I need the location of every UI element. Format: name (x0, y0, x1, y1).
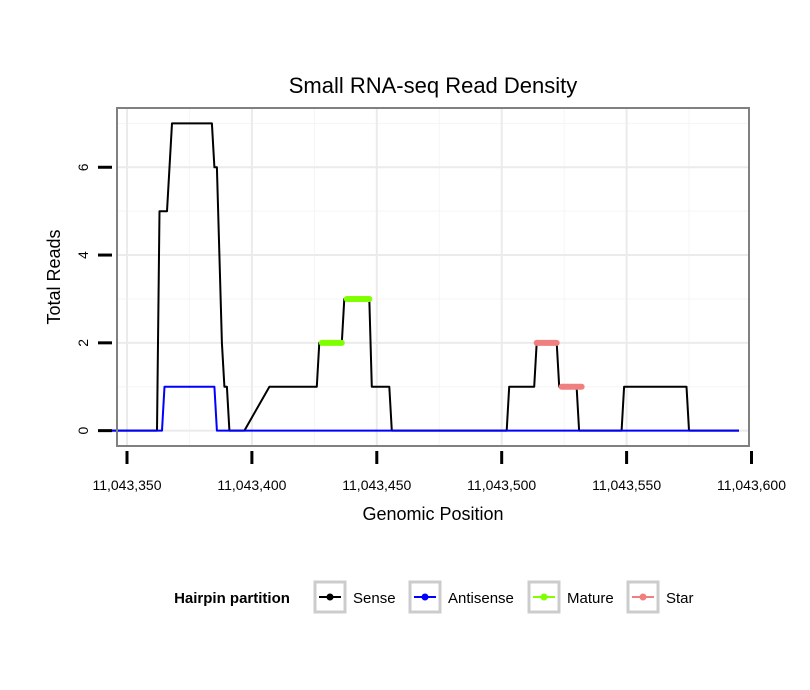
legend-label-antisense: Antisense (448, 590, 514, 607)
legend-label-mature: Mature (567, 590, 614, 607)
chart-title: Small RNA-seq Read Density (289, 73, 578, 98)
legend-dot-mature (540, 593, 548, 601)
legend: Hairpin partition Sense Antisense Mature St… (174, 580, 694, 614)
axes: 11,043,350 11,043,400 11,043,450 11,043,500… (75, 163, 786, 493)
legend-dot-sense (326, 593, 334, 601)
y-tick-label: 0 (75, 426, 91, 434)
legend-dot-antisense (421, 593, 429, 601)
y-axis-title: Total Reads (44, 229, 64, 324)
plot-border (116, 107, 750, 447)
y-tick-label: 4 (75, 251, 91, 259)
data-series (109, 122, 739, 432)
legend-label-star: Star (666, 590, 694, 607)
plot-panel (117, 108, 749, 446)
x-tick-label: 11,043,400 (217, 477, 286, 493)
series-line-antisense (109, 385, 739, 432)
x-tick-label: 11,043,550 (592, 477, 661, 493)
y-tick-label: 2 (75, 339, 91, 347)
legend-title: Hairpin partition (174, 590, 290, 607)
legend-label-sense: Sense (353, 590, 396, 607)
x-tick-label: 11,043,600 (717, 477, 786, 493)
x-tick-label: 11,043,450 (342, 477, 411, 493)
y-tick-label: 6 (75, 163, 91, 171)
x-tick-label: 11,043,500 (467, 477, 536, 493)
x-tick-label: 11,043,350 (92, 477, 161, 493)
x-axis-title: Genomic Position (362, 504, 503, 524)
legend-dot-star (639, 593, 647, 601)
